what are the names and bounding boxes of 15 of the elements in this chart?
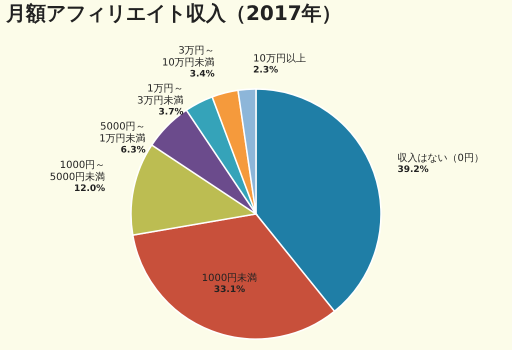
data-label: 12.0% <box>74 184 106 194</box>
slice-label: 1000円～5000円未満 <box>50 160 106 184</box>
data-label: 2.3% <box>253 65 278 76</box>
slice-label: 10万円以上 <box>253 52 306 64</box>
data-label: 39.2% <box>397 165 429 176</box>
chart-title: 月額アフィリエイト収入（2017年） <box>5 1 342 25</box>
slice-label: 3万円～10万円未満 <box>162 46 215 69</box>
data-label: 6.3% <box>120 146 146 156</box>
data-label: 3.7% <box>158 108 184 118</box>
slice-label: 1000円未満 <box>202 272 258 284</box>
data-label: 3.4% <box>190 70 215 80</box>
data-label: 33.1% <box>214 285 246 296</box>
slice-label: 5000円～1万円未満 <box>99 122 146 145</box>
slice-label: 1万円～3万円未満 <box>137 84 184 107</box>
slice-label: 収入はない（0円） <box>397 152 484 164</box>
